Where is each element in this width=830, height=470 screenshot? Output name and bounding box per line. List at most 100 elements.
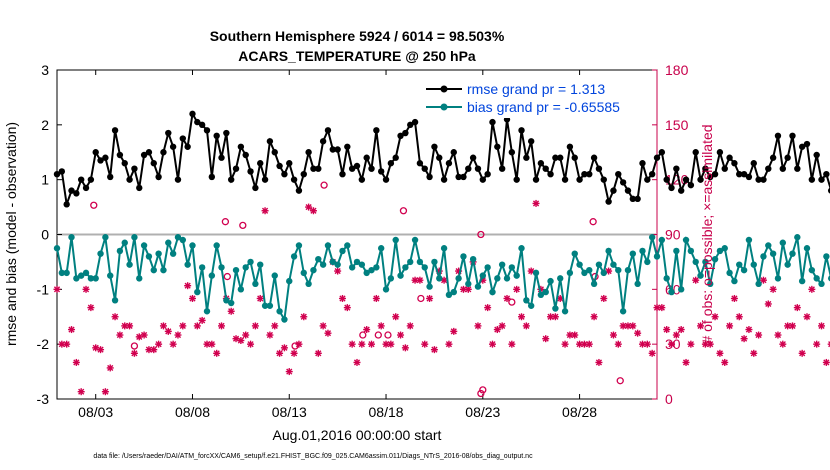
bias-point <box>242 264 249 271</box>
marker-stroke <box>271 322 278 329</box>
rmse-point <box>416 160 424 167</box>
rmse-point <box>518 127 525 134</box>
bias-point <box>68 234 75 241</box>
marker-stroke <box>687 341 694 348</box>
rmse-point <box>271 149 278 156</box>
marker-stroke <box>53 286 61 293</box>
assimilated-count-marker <box>493 326 501 334</box>
marker-stroke <box>678 326 685 333</box>
rmse-point <box>605 198 612 205</box>
bias-point <box>131 234 138 241</box>
assimilated-count-marker <box>276 349 284 357</box>
marker-stroke <box>745 326 753 333</box>
assimilated-count-marker <box>697 322 705 330</box>
assimilated-count-marker <box>68 326 76 334</box>
marker-stroke <box>291 350 298 357</box>
marker-stroke <box>416 277 423 284</box>
rmse-point <box>450 149 457 156</box>
rmse-point <box>552 154 559 161</box>
bias-point <box>440 245 448 252</box>
rmse-point <box>707 173 714 181</box>
assimilated-count-marker <box>242 331 250 339</box>
marker-stroke <box>784 322 791 329</box>
rmse-point <box>203 127 211 134</box>
rmse-point <box>566 143 574 150</box>
assimilated-count-marker <box>672 331 680 339</box>
rmse-point <box>97 157 104 164</box>
bias-point <box>818 280 825 288</box>
possible-count-marker <box>221 218 230 226</box>
marker-stroke <box>586 341 593 348</box>
rmse-point <box>315 165 322 172</box>
bias-point <box>223 297 230 304</box>
marker-stroke <box>237 337 244 344</box>
marker-stroke <box>73 359 80 366</box>
bias-point <box>590 280 598 288</box>
bias-point <box>319 261 327 268</box>
rmse-point <box>145 149 153 156</box>
marker-stroke <box>150 346 157 353</box>
rmse-point <box>305 149 312 156</box>
marker-stroke <box>218 322 225 329</box>
assimilated-count-marker <box>174 331 182 339</box>
bias-point <box>653 253 661 260</box>
rmse-point <box>508 149 516 156</box>
rmse-point <box>377 168 385 175</box>
rmse-point <box>68 187 75 194</box>
rmse-point <box>189 110 196 118</box>
bias-point <box>261 302 269 309</box>
marker-stroke <box>165 328 172 335</box>
assimilated-count-marker <box>159 322 167 330</box>
rmse-point <box>784 154 791 161</box>
bias-point <box>658 236 666 244</box>
rmse-point <box>227 176 235 183</box>
assimilated-count-marker <box>387 340 395 348</box>
bias-point <box>358 261 366 268</box>
assimilated-count-marker <box>106 364 114 372</box>
rmse-point <box>765 165 772 172</box>
rmse-point <box>808 176 816 183</box>
possible-count-marker <box>239 221 247 230</box>
assimilated-count-marker <box>663 326 671 334</box>
bias-point <box>213 242 220 249</box>
marker-stroke <box>799 350 806 357</box>
assimilated-count-marker <box>155 340 163 348</box>
rmse-point <box>87 176 95 183</box>
rmse-point <box>542 165 549 172</box>
bias-point <box>503 275 511 282</box>
assimilated-count-marker <box>372 294 380 302</box>
marker-stroke <box>426 295 433 302</box>
marker-stroke <box>194 322 201 329</box>
rmse-point <box>813 151 820 159</box>
marker-stroke <box>431 346 438 353</box>
marker-stroke <box>421 341 428 348</box>
marker-stroke <box>494 326 501 333</box>
bias-point <box>421 264 428 271</box>
rmse-point <box>179 135 187 142</box>
marker-stroke <box>121 322 128 329</box>
assimilated-count-marker <box>305 203 313 211</box>
bias-point <box>755 280 762 288</box>
rmse-point <box>595 165 603 172</box>
assimilated-count-marker <box>334 267 342 275</box>
assimilated-count-marker <box>716 349 724 357</box>
bias-point <box>808 266 816 274</box>
bias-point <box>198 264 206 271</box>
rmse-point <box>165 129 172 137</box>
bias-point <box>798 277 806 285</box>
bias-point <box>736 261 743 268</box>
marker-stroke <box>702 341 709 348</box>
bias-point <box>760 253 767 260</box>
marker-stroke <box>615 341 622 348</box>
marker-stroke <box>581 341 588 348</box>
y2-axis-label: # of obs: o=possible; ×=assimilated <box>699 124 715 343</box>
assimilated-count-marker <box>827 341 830 348</box>
assimilated-count-marker <box>585 340 593 348</box>
rmse-point <box>237 143 245 150</box>
assimilated-count-marker <box>101 388 109 396</box>
marker-stroke <box>755 331 762 339</box>
marker-stroke <box>305 203 312 211</box>
rmse-point <box>92 149 99 156</box>
assimilated-count-marker <box>319 322 327 330</box>
bias-point <box>716 247 724 255</box>
